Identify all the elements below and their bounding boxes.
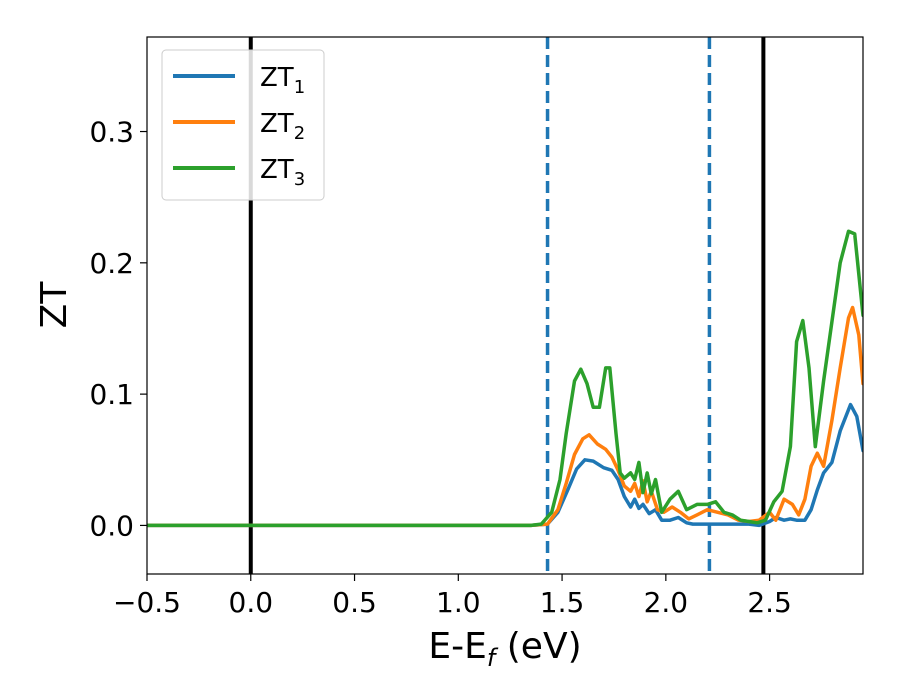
x-tick-label-6: 2.5 [747, 586, 792, 619]
y-tick-label-2: 0.2 [89, 247, 134, 280]
legend-label-sub-2: 2 [294, 123, 305, 144]
y-tick-label-1: 0.1 [89, 378, 134, 411]
y-axis-ticks: 0.0 0.1 0.2 0.3 [89, 116, 147, 542]
x-tick-label-2: 0.5 [332, 586, 377, 619]
plot-frame [146, 36, 864, 575]
x-axis-title: E-Ef (eV) [428, 626, 581, 672]
legend-label-main-1: ZT [260, 63, 294, 93]
x-tick-label-1: 0.0 [229, 586, 274, 619]
x-tick-label-3: 1.0 [436, 586, 481, 619]
legend-box [161, 49, 325, 201]
legend-label-2: ZT2 [260, 109, 305, 144]
series-line-1 [147, 402, 863, 528]
legend-label-1: ZT1 [260, 63, 305, 98]
series-line-2 [147, 305, 863, 528]
x-tick-label-4: 1.5 [540, 586, 585, 619]
x-axis-title-rest: (eV) [495, 626, 581, 667]
x-axis-ticks: −0.5 0.0 0.5 1.0 1.5 2.0 2.5 [113, 574, 792, 619]
x-axis-title-main: E-E [428, 626, 486, 667]
legend-label-main-3: ZT [260, 155, 294, 185]
y-tick-label-3: 0.3 [89, 116, 134, 149]
x-tick-label-0: −0.5 [113, 586, 181, 619]
y-tick-label-0: 0.0 [89, 509, 134, 542]
series-lines [147, 229, 863, 528]
x-tick-label-5: 2.0 [644, 586, 689, 619]
legend-label-main-2: ZT [260, 109, 294, 139]
legend-label-sub-3: 3 [294, 169, 305, 190]
legend-label-3: ZT3 [260, 155, 305, 190]
y-axis-title: ZT [34, 281, 75, 329]
legend-label-sub-1: 1 [294, 77, 305, 98]
series-line-3 [147, 229, 863, 528]
